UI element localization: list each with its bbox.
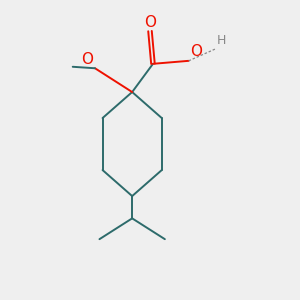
Text: O: O (144, 15, 156, 30)
Text: O: O (82, 52, 94, 67)
Text: O: O (190, 44, 202, 59)
Text: H: H (217, 34, 226, 47)
